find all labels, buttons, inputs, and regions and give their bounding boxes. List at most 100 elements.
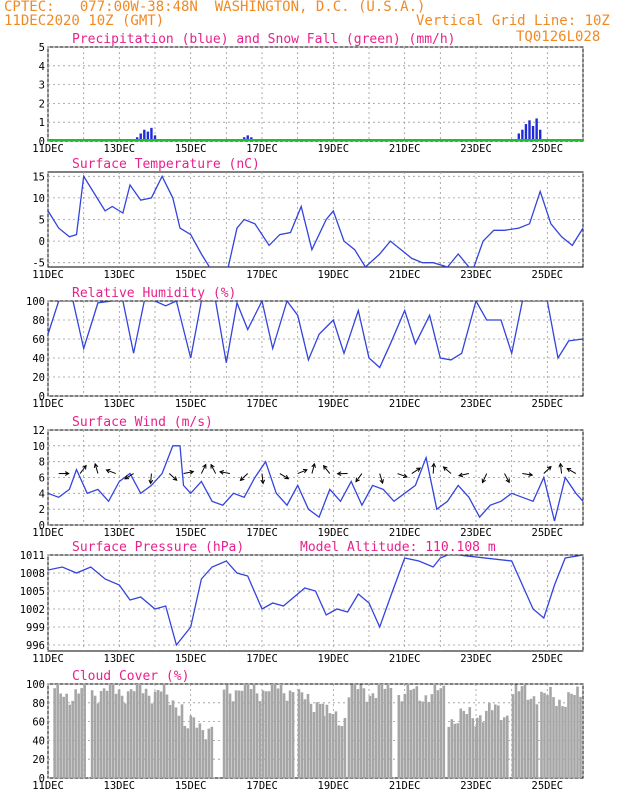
y-tick-label: 1008 (20, 568, 45, 580)
wind-arrow-head (64, 471, 70, 476)
cloud-bar (453, 723, 457, 778)
wind-arrow (379, 473, 384, 484)
series-line (48, 445, 583, 522)
cloud-bar (347, 697, 351, 778)
cloud-bar (491, 710, 494, 778)
cloud-bar (180, 704, 184, 778)
x-tick-label: 19DEC (318, 780, 350, 792)
cloud-bar (231, 701, 235, 778)
x-tick-label: 15DEC (175, 143, 207, 155)
cloud-bar (356, 689, 360, 778)
wind-arrow (559, 463, 563, 474)
cloud-bar (503, 717, 506, 778)
cloud-bar (237, 690, 241, 778)
cloud-bar (331, 713, 335, 778)
cloud-bar (186, 728, 190, 778)
cloud-bar (285, 700, 289, 778)
cloud-bar (225, 684, 229, 778)
cloud-bar (436, 690, 440, 778)
wind-arrow (482, 473, 488, 483)
x-tick-label: 11DEC (32, 527, 64, 539)
cloud-bar (552, 697, 555, 778)
x-tick-label: 17DEC (246, 527, 278, 539)
cloud-bar (114, 693, 118, 778)
wind-arrow (522, 473, 533, 476)
wind-arrow (219, 471, 230, 475)
cloud-bar (267, 691, 271, 778)
x-tick-label: 19DEC (318, 653, 350, 665)
cloud-bar (171, 700, 175, 778)
cloud-bar (273, 684, 277, 778)
x-tick-label: 25DEC (532, 398, 564, 410)
cloud-bar (526, 699, 530, 778)
cloud-bar (198, 723, 202, 778)
x-tick-label: 19DEC (318, 398, 350, 410)
x-tick-label: 11DEC (32, 143, 64, 155)
y-tick-label: 15 (32, 171, 45, 183)
x-tick-label: 23DEC (460, 527, 492, 539)
wind-arrow-head (505, 478, 510, 484)
y-tick-label: 0 (39, 520, 45, 532)
cloud-bar (325, 704, 329, 778)
y-tick-label: -5 (32, 258, 45, 270)
precip-bar (524, 124, 528, 141)
x-tick-label: 23DEC (460, 269, 492, 281)
cloud-bar (276, 688, 280, 778)
cloud-bar (71, 700, 74, 778)
y-tick-label: 0 (39, 136, 45, 148)
cloud-bar (126, 691, 130, 778)
cloud-bar (123, 703, 127, 778)
cloud-bar (312, 711, 316, 778)
x-tick-label: 15DEC (175, 780, 207, 792)
wind-arrow (150, 473, 152, 484)
cloud-bar (322, 716, 326, 778)
cloud-bar (389, 687, 393, 778)
x-tick-label: 21DEC (389, 527, 421, 539)
x-tick-label: 13DEC (104, 527, 136, 539)
series-line (48, 174, 583, 267)
cloud-bar (77, 693, 80, 778)
cloud-bar (397, 695, 401, 778)
cloud-bar (159, 691, 163, 778)
cloud-bar (240, 690, 244, 778)
cloud-bar (117, 689, 121, 778)
cloud-bar (368, 695, 372, 778)
cloud-bar (456, 723, 460, 778)
y-tick-label: 100 (26, 679, 45, 691)
panel-title: Surface Temperature (nC) (72, 157, 260, 172)
cloud-bar (514, 684, 518, 778)
cloud-bar (150, 703, 154, 778)
cloud-bar (465, 714, 469, 778)
cloud-bar (153, 691, 157, 778)
cloud-bar (183, 725, 187, 778)
cloud-bar (270, 684, 274, 778)
wind-arrow-head (558, 462, 564, 468)
y-tick-label: 80 (32, 315, 45, 327)
cloud-bar (228, 693, 232, 778)
wind-arrow-head (546, 465, 552, 471)
wind-arrow-head (566, 468, 572, 473)
panel-title: Precipitation (blue) and Snow Fall (gree… (72, 32, 456, 47)
wind-arrow (432, 463, 435, 474)
x-tick-label: 23DEC (460, 780, 492, 792)
cloud-bar (249, 689, 253, 778)
cloud-bar (409, 689, 413, 778)
cloud-bar (380, 684, 384, 778)
wind-arrow-head (311, 462, 316, 468)
wind-arrow-head (105, 468, 111, 474)
y-tick-label: 6 (39, 473, 45, 485)
y-tick-label: 5 (39, 215, 45, 227)
y-tick-label: 40 (32, 353, 45, 365)
precip-bar (139, 133, 142, 141)
precip-bar (531, 125, 535, 141)
cloud-bar (261, 690, 265, 778)
cloud-bar (343, 718, 347, 778)
cloud-bar (500, 720, 503, 778)
wind-arrow (279, 473, 289, 480)
wind-arrow (94, 463, 99, 474)
cloud-bar (400, 701, 404, 778)
cloud-bar (424, 695, 428, 778)
precip-bar (521, 129, 524, 141)
cloud-bar (328, 713, 332, 778)
wind-arrow (504, 473, 510, 483)
